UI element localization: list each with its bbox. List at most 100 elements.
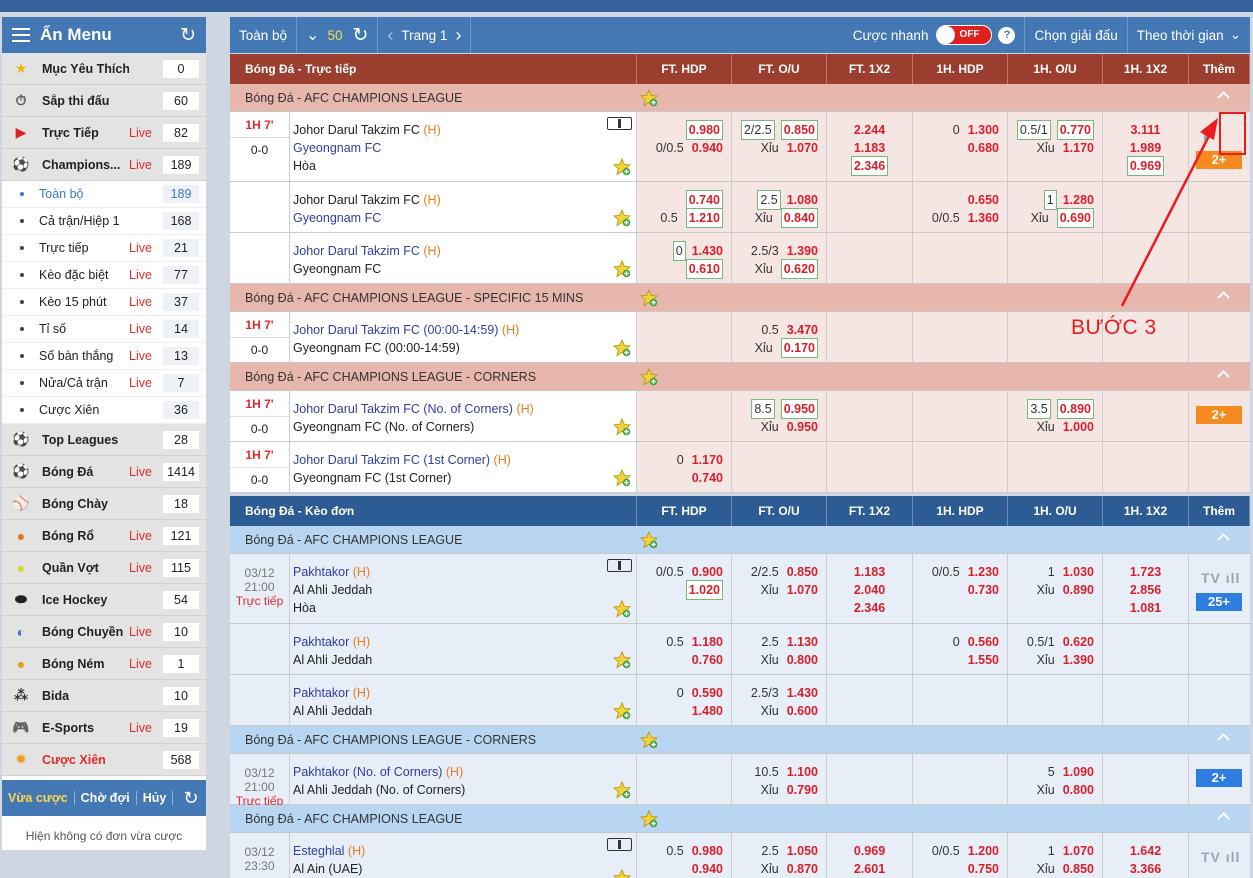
odds-value[interactable]: 0.790 <box>786 783 818 797</box>
chevron-right-icon[interactable]: › <box>455 24 462 45</box>
odds-value[interactable]: 0.800 <box>786 653 818 667</box>
odds-value[interactable]: 1.020 <box>685 580 723 600</box>
odds-value[interactable]: 1.030 <box>1062 565 1094 579</box>
sidebar-item[interactable]: ◐ Bóng Chuyền Live 10 <box>2 616 206 648</box>
odds-value[interactable]: 1.480 <box>691 704 723 718</box>
team-name[interactable]: Al Ain (UAE) <box>293 862 363 876</box>
odds-value[interactable]: 1.170 <box>1062 141 1094 155</box>
team-name[interactable]: Gyeongnam FC (No. of Corners) <box>293 420 475 434</box>
favorite-add-icon[interactable] <box>639 367 659 386</box>
team-name[interactable]: Gyeongnam FC <box>293 211 382 225</box>
odds-value[interactable]: 1.070 <box>786 141 818 155</box>
odds-value[interactable]: 2.244 <box>853 123 886 137</box>
sidebar-subitem[interactable]: Số bàn thắng Live 13 <box>2 343 206 370</box>
odds-value[interactable]: 0.620 <box>1062 635 1094 649</box>
odds-value[interactable]: 0.890 <box>1062 583 1094 597</box>
hide-menu-label[interactable]: Ẩn Menu <box>40 25 112 44</box>
tab-cancel[interactable]: Hủy <box>137 791 174 805</box>
sidebar-item[interactable]: ⚽ Top Leagues 28 <box>2 424 206 456</box>
odds-value[interactable]: 3.470 <box>786 323 818 337</box>
more-bets-button[interactable]: 2+ <box>1196 406 1242 424</box>
league-header[interactable]: Bóng Đá - AFC CHAMPIONS LEAGUE - CORNERS <box>230 363 1250 391</box>
odds-value[interactable]: 1.989 <box>1129 141 1162 155</box>
odds-value[interactable]: 1.430 <box>786 686 818 700</box>
tv-icon[interactable]: TV ıll <box>1201 570 1241 586</box>
sidebar-item[interactable]: 🎮 E-Sports Live 19 <box>2 712 206 744</box>
odds-value[interactable]: 0.950 <box>780 399 818 419</box>
team-name[interactable]: Esteghlal (H) <box>293 844 366 858</box>
league-header[interactable]: Bóng Đá - AFC CHAMPIONS LEAGUE - SPECIFI… <box>230 284 1250 312</box>
field-icon[interactable] <box>607 117 632 130</box>
odds-value[interactable]: 2.601 <box>853 862 886 876</box>
favorite-add-icon[interactable] <box>639 809 659 828</box>
chevron-left-icon[interactable]: ‹ <box>387 24 394 45</box>
refresh-icon[interactable]: ↻ <box>352 24 369 46</box>
sidebar-item[interactable]: ▶ Trực Tiếp Live 82 <box>2 117 206 149</box>
sidebar-item[interactable]: ⚾ Bóng Chày 18 <box>2 488 206 520</box>
odds-value[interactable]: 0.969 <box>853 844 886 858</box>
odds-value[interactable]: 0.900 <box>691 565 723 579</box>
odds-value[interactable]: 0.740 <box>691 471 723 485</box>
more-bets-button[interactable]: 2+ <box>1196 769 1242 787</box>
odds-value[interactable]: 0.690 <box>1056 208 1094 228</box>
sidebar-subitem[interactable]: Tỉ số Live 14 <box>2 316 206 343</box>
odds-value[interactable]: 1.210 <box>685 208 723 228</box>
odds-value[interactable]: 0.940 <box>691 141 723 155</box>
sidebar-item[interactable]: ● Quần Vợt Live 115 <box>2 552 206 584</box>
odds-value[interactable]: 1.200 <box>967 844 999 858</box>
view-all-button[interactable]: Toàn bộ <box>230 17 298 53</box>
odds-value[interactable]: 0.800 <box>1062 783 1094 797</box>
choose-league-button[interactable]: Chọn giải đấu <box>1024 17 1128 53</box>
page-size-selector[interactable]: ⌄ 50 ↻ <box>297 17 379 53</box>
more-bets-button[interactable]: 25+ <box>1196 593 1242 611</box>
odds-value[interactable]: 0.980 <box>685 120 723 140</box>
favorite-add-icon[interactable] <box>612 701 632 720</box>
odds-value[interactable]: 1.642 <box>1129 844 1162 858</box>
odds-value[interactable]: 1.430 <box>691 244 723 258</box>
team-name[interactable]: Al Ahli Jeddah (No. of Corners) <box>293 783 466 797</box>
odds-value[interactable]: 0.620 <box>780 259 818 279</box>
chevron-up-icon[interactable] <box>1217 812 1230 825</box>
odds-value[interactable]: 0.870 <box>786 862 818 876</box>
sort-select[interactable]: Theo thời gian ⌄ <box>1128 17 1250 53</box>
chevron-up-icon[interactable] <box>1217 533 1230 546</box>
odds-value[interactable]: 0.969 <box>1126 156 1165 176</box>
odds-value[interactable]: 1.070 <box>786 583 818 597</box>
odds-value[interactable]: 0.650 <box>967 193 999 207</box>
sidebar-header[interactable]: Ẩn Menu ↻ <box>2 17 206 53</box>
odds-value[interactable]: 1.550 <box>967 653 999 667</box>
odds-value[interactable]: 0.740 <box>685 190 723 210</box>
sidebar-subitem[interactable]: Cả trận/Hiệp 1 168 <box>2 208 206 235</box>
league-header[interactable]: Bóng Đá - AFC CHAMPIONS LEAGUE <box>230 84 1250 112</box>
odds-value[interactable]: 3.111 <box>1130 123 1161 137</box>
odds-value[interactable]: 1.360 <box>967 211 999 225</box>
odds-value[interactable]: 1.180 <box>691 635 723 649</box>
odds-value[interactable]: 0.680 <box>967 141 999 155</box>
sidebar-subitem[interactable]: Cược Xiên 36 <box>2 397 206 424</box>
chevron-up-icon[interactable] <box>1217 91 1230 104</box>
odds-value[interactable]: 2.346 <box>850 156 889 176</box>
odds-value[interactable]: 1.100 <box>786 765 818 779</box>
odds-value[interactable]: 0.730 <box>967 583 999 597</box>
team-name[interactable]: Gyeongnam FC <box>293 141 382 155</box>
favorite-add-icon[interactable] <box>612 259 632 278</box>
odds-value[interactable]: 1.130 <box>786 635 818 649</box>
odds-value[interactable]: 1.050 <box>786 844 818 858</box>
odds-value[interactable]: 1.170 <box>691 453 723 467</box>
sidebar-subitem[interactable]: Kèo 15 phút Live 37 <box>2 289 206 316</box>
quick-bet-toggle[interactable]: OFF <box>936 25 993 45</box>
odds-value[interactable]: 0.750 <box>967 862 999 876</box>
odds-value[interactable]: 0.600 <box>786 704 818 718</box>
odds-value[interactable]: 1.390 <box>786 244 818 258</box>
team-name[interactable]: Pakhtakor (H) <box>293 565 371 579</box>
team-name[interactable]: Gyeongnam FC (00:00-14:59) <box>293 341 460 355</box>
sidebar-item[interactable]: ⚽ Champions... Live 189 <box>2 149 206 181</box>
odds-value[interactable]: 2.346 <box>853 601 886 615</box>
odds-value[interactable]: 0.770 <box>1056 120 1094 140</box>
favorite-add-icon[interactable] <box>612 599 632 618</box>
odds-value[interactable]: 1.183 <box>853 141 886 155</box>
favorite-add-icon[interactable] <box>639 288 659 307</box>
odds-value[interactable]: 0.590 <box>691 686 723 700</box>
odds-value[interactable]: 1.081 <box>1129 601 1162 615</box>
team-name[interactable]: Johor Darul Takzim FC (00:00-14:59) (H) <box>293 323 520 337</box>
